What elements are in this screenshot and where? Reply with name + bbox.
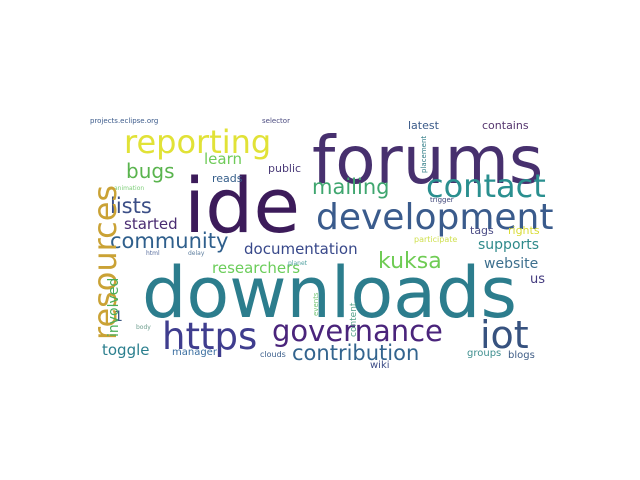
word-learn: learn [204,150,242,168]
word-blogs: blogs [508,350,535,361]
word-reporting: reporting [124,123,271,161]
word-clouds: clouds [260,350,286,359]
word-projects-eclipse-org: projects.eclipse.org [90,117,158,125]
word-trigger: trigger [430,196,454,204]
word-toggle: toggle [102,341,150,359]
word-latest: latest [408,119,440,132]
word-manager: manager [172,347,218,358]
word-involved: involved [106,278,122,337]
wordcloud: downloads forums ide development reporti… [80,105,560,375]
word-governance: governance [272,314,443,348]
word-community: community [110,229,228,253]
word-contains: contains [482,119,529,132]
word-resources: resources [86,185,124,340]
wordcloud-svg: downloads forums ide development reporti… [86,117,560,371]
word-events: events [312,292,320,316]
word-body: body [136,324,151,331]
word-started: started [124,215,178,233]
word-bugs: bugs [126,159,175,183]
word-development: development [316,197,553,238]
word-delay: delay [188,250,205,257]
word-contact: contact [426,167,546,205]
word-content: content [349,302,359,337]
word-forums: forums [312,122,543,199]
word-mailing: mailing [312,175,389,199]
word-contribution: contribution [292,341,419,365]
word-supports: supports [478,237,539,253]
word-public: public [268,162,301,175]
word-marketplace: marketplace [559,279,560,360]
word-https: https [162,315,257,358]
word-downloads: downloads [142,252,517,334]
word-iot: iot [480,313,529,357]
word-placement: placement [420,136,428,173]
word-wiki: wiki [370,360,390,371]
word-planet: planet [288,260,308,267]
word-reads: reads [212,172,243,185]
word-us: us [530,272,545,287]
word-participate: participate [414,235,457,244]
word-lists: lists [110,194,152,218]
word-tags: tags [470,224,494,237]
word-selector: selector [262,117,290,125]
word-animation: animation [114,185,144,192]
word-rights: rights [508,224,540,237]
word-1: 1 [114,309,123,325]
word-groups: groups [467,348,501,359]
word-kuksa: kuksa [378,249,442,274]
word-documentation: documentation [244,240,358,258]
word-researchers: researchers [212,259,300,277]
word-ide: ide [184,161,300,250]
word-website: website [484,256,538,272]
word-html: html [146,250,160,257]
